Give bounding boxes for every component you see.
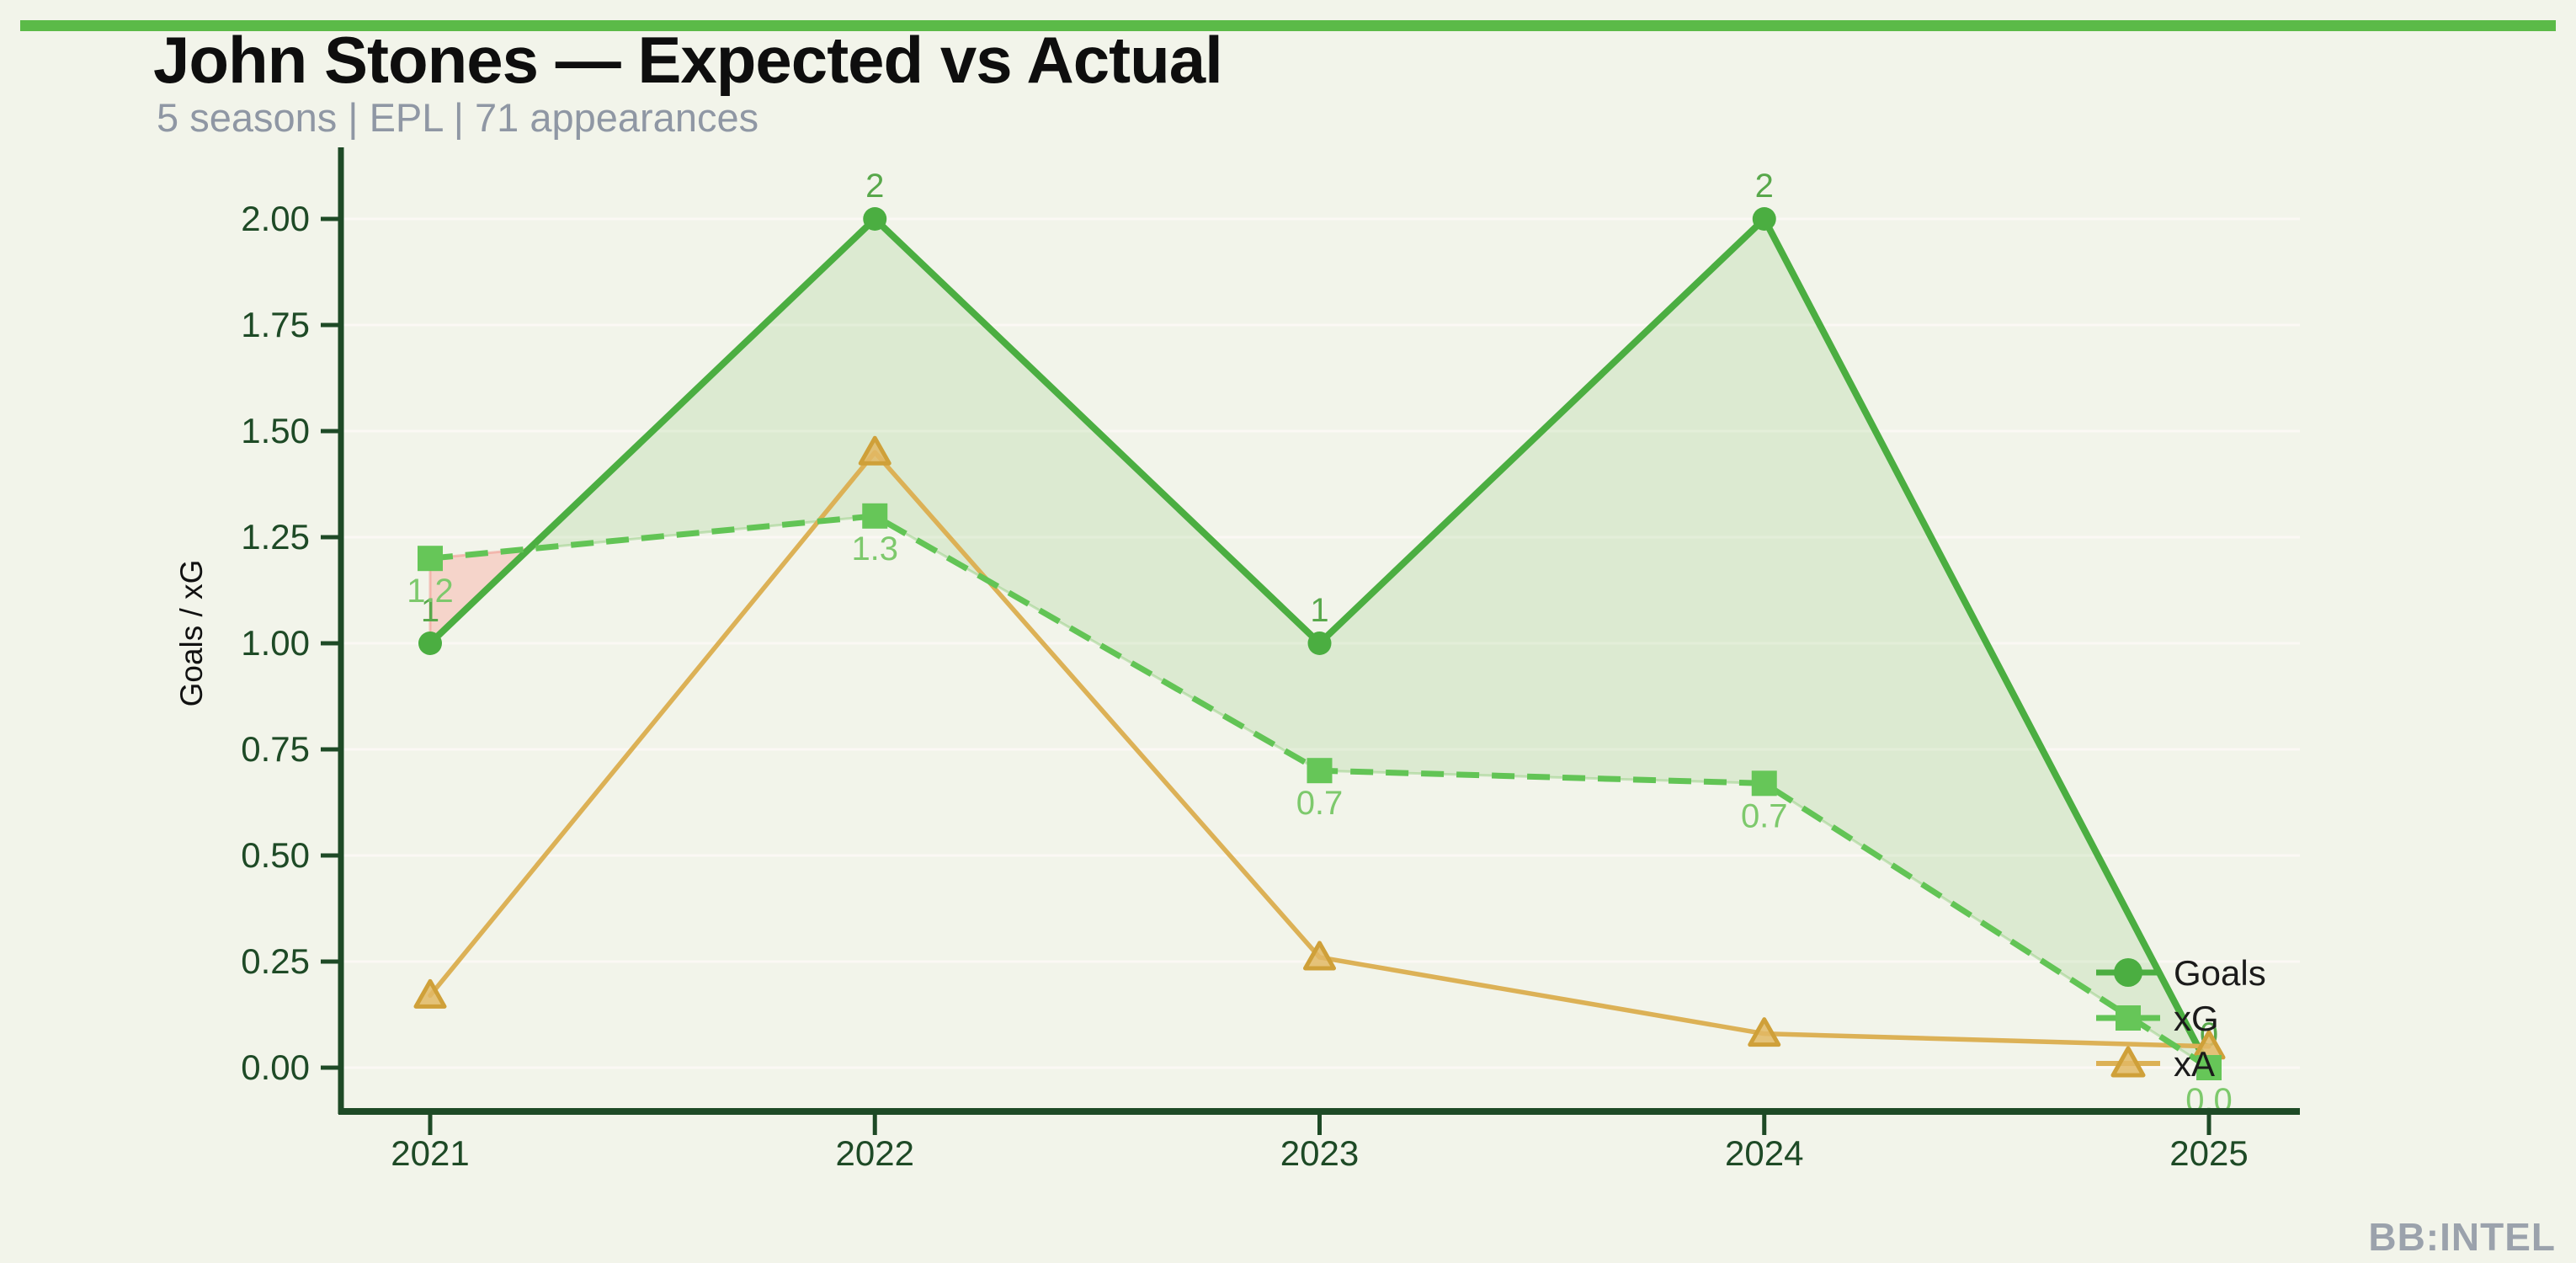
xg-marker [2196,1055,2222,1080]
xg-data-label: 0.7 [1296,785,1344,822]
xa-marker [858,435,891,466]
top-accent-bar [20,20,2556,31]
legend-triangle-icon [2110,1046,2146,1078]
legend-item-label: Goals [2174,953,2266,993]
goals-data-label: 1 [421,592,439,629]
x-tick-label: 2022 [836,1133,914,1173]
xa-marker [1748,1017,1781,1047]
x-tick-label: 2023 [1280,1133,1359,1173]
xg-marker [418,546,443,572]
goals-marker [1752,207,1776,231]
y-tick-label: 0.50 [241,835,310,875]
y-tick-label: 0.00 [241,1047,310,1087]
xg-marker [1307,758,1333,784]
y-tick-label: 1.25 [241,517,310,557]
xg-marker [862,503,888,529]
xg-marker [1751,770,1777,797]
xg-data-label: 1.2 [407,573,454,610]
xg-data-label: 1.3 [851,530,898,568]
goals-marker [863,207,887,231]
chart-title: John Stones — Expected vs Actual [153,23,1223,97]
xa-marker [413,978,447,1009]
legend-item-label: xG [2174,999,2219,1038]
y-tick-label: 1.00 [241,623,310,663]
goals-marker [1307,632,1332,655]
y-tick-label: 0.75 [241,729,310,769]
chart-subtitle: 5 seasons | EPL | 71 appearances [157,95,759,140]
goals-data-label: 2 [1755,168,1774,205]
y-tick-label: 1.75 [241,305,310,344]
x-tick-label: 2021 [391,1133,469,1173]
x-tick-label: 2025 [2169,1133,2248,1173]
legend-item-label: xA [2174,1044,2215,1084]
xa-marker [1303,941,1336,971]
x-tick-label: 2024 [1725,1133,1803,1173]
goals-marker [418,632,442,655]
legend-circle-icon [2114,958,2142,987]
y-tick-label: 0.25 [241,941,310,981]
y-tick-label: 2.00 [241,199,310,238]
goals-data-label: 2 [865,168,884,205]
goals-data-label: 1 [1310,592,1328,629]
xg-data-label: 0.7 [1741,797,1788,834]
watermark-logo: BB:INTEL [2368,1215,2556,1259]
y-tick-label: 1.50 [241,411,310,450]
legend-square-icon [2116,1005,2141,1031]
